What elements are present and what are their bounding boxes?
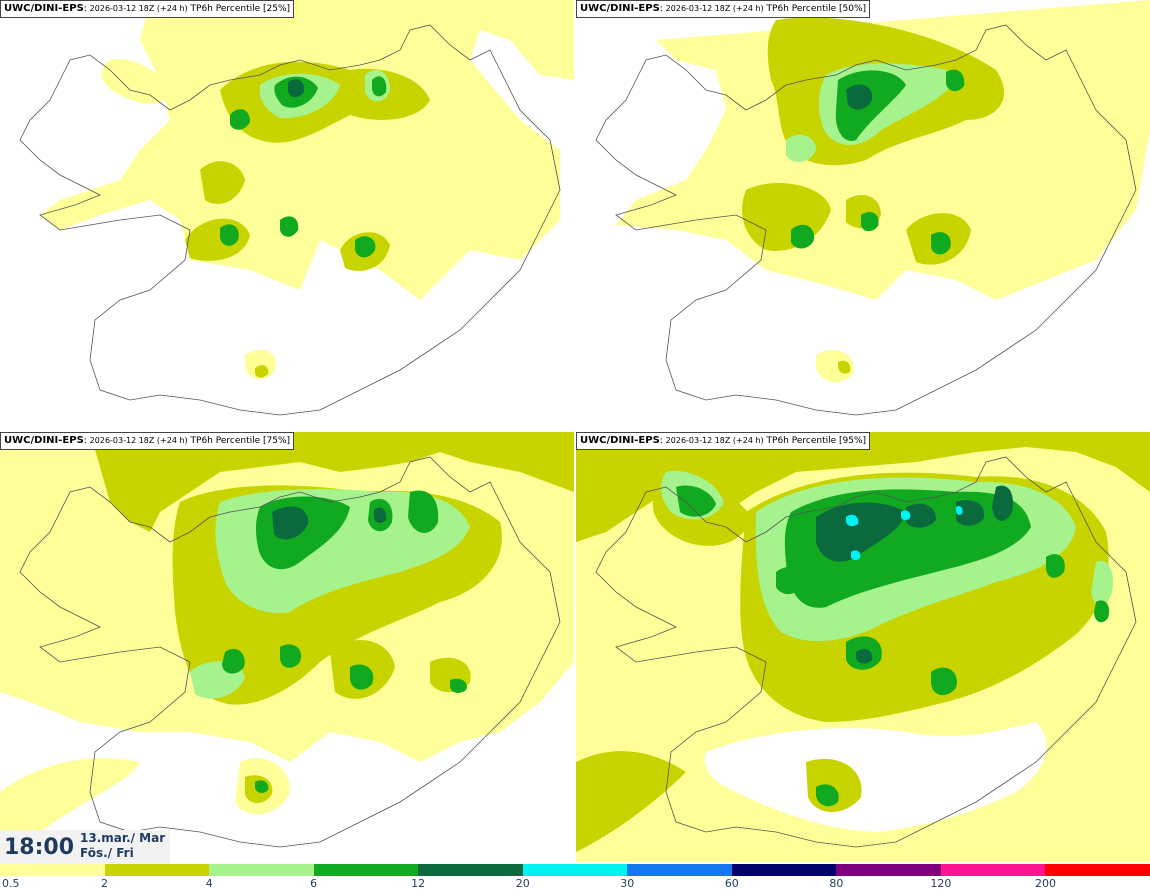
precip-map-p50: [595, 0, 1150, 416]
colorbar-tick-label: 200: [1034, 877, 1056, 890]
field-label: TP6h Percentile [25%]: [190, 4, 291, 14]
colorbar-segment: [209, 864, 314, 876]
field-label: TP6h Percentile [50%]: [766, 4, 867, 14]
colorbar-tick-label: 2: [101, 877, 109, 890]
precip-field: [0, 432, 574, 862]
precip-field: [616, 0, 1150, 383]
model-name: UWC/DINI-EPS: [4, 435, 84, 446]
precip-field: [576, 432, 1150, 862]
colorbar-tick-label: 30: [620, 877, 635, 890]
colorbar-segment: [104, 864, 210, 876]
colorbar-tick-label: 120: [930, 877, 952, 890]
colorbar-tick-label: 60: [724, 877, 739, 890]
colorbar: [0, 864, 1150, 876]
panel-title: UWC/DINI-EPS: 2026-03-12 18Z (+24 h) TP6…: [0, 0, 295, 18]
coastline: [19, 456, 561, 848]
colorbar-segment: [313, 864, 419, 876]
field-label: TP6h Percentile [95%]: [766, 436, 867, 446]
colorbar-segment: [836, 864, 941, 876]
precip-map-p95: [576, 432, 1150, 862]
valid-time-box: 18:00 13.mar./ Mar Fös./ Fri: [0, 830, 170, 864]
colorbar-segment: [627, 864, 732, 876]
colorbar-ticks: 0.5 2 4 6 12 20 30 60 80 120 200: [0, 876, 1150, 891]
colorbar-segment: [418, 864, 523, 876]
field-label: TP6h Percentile [75%]: [190, 436, 291, 446]
panel-title: UWC/DINI-EPS: 2026-03-12 18Z (+24 h) TP6…: [576, 0, 871, 18]
panel-title: UWC/DINI-EPS: 2026-03-12 18Z (+24 h) TP6…: [0, 432, 295, 450]
run-time: 2026-03-12 18Z (+24 h): [665, 436, 764, 445]
colorbar-tick-label: 0.5: [2, 877, 20, 890]
coastline: [595, 24, 1137, 416]
precip-field: [40, 0, 574, 380]
run-time: 2026-03-12 18Z (+24 h): [665, 4, 764, 13]
coastline: [595, 456, 1137, 848]
map-panel-p75: UWC/DINI-EPS: 2026-03-12 18Z (+24 h) TP6…: [0, 432, 574, 862]
valid-time-clock: 18:00: [4, 835, 75, 860]
run-time: 2026-03-12 18Z (+24 h): [89, 4, 188, 13]
colorbar-tick-label: 12: [411, 877, 426, 890]
precip-map-p25: [19, 0, 574, 416]
map-panel-p95: UWC/DINI-EPS: 2026-03-12 18Z (+24 h) TP6…: [576, 432, 1150, 862]
coastline: [19, 24, 561, 416]
colorbar-segment: [731, 864, 837, 876]
model-name: UWC/DINI-EPS: [580, 3, 660, 14]
panel-title: UWC/DINI-EPS: 2026-03-12 18Z (+24 h) TP6…: [576, 432, 871, 450]
run-time: 2026-03-12 18Z (+24 h): [89, 436, 188, 445]
valid-time-day: Fös./ Fri: [80, 846, 134, 860]
colorbar-segment: [0, 864, 105, 876]
precip-map-p75: [0, 432, 574, 862]
colorbar-tick-label: 6: [310, 877, 318, 890]
model-name: UWC/DINI-EPS: [4, 3, 84, 14]
colorbar-tick-label: 4: [205, 877, 213, 890]
map-panel-p50: UWC/DINI-EPS: 2026-03-12 18Z (+24 h) TP6…: [576, 0, 1150, 430]
colorbar-tick-label: 20: [515, 877, 530, 890]
model-name: UWC/DINI-EPS: [580, 435, 660, 446]
map-panel-p25: UWC/DINI-EPS: 2026-03-12 18Z (+24 h) TP6…: [0, 0, 574, 430]
valid-time-date: 13.mar./ Mar: [80, 831, 166, 845]
colorbar-segment: [940, 864, 1046, 876]
colorbar-tick-label: 80: [829, 877, 844, 890]
colorbar-segment: [522, 864, 628, 876]
colorbar-segment: [1045, 864, 1150, 876]
